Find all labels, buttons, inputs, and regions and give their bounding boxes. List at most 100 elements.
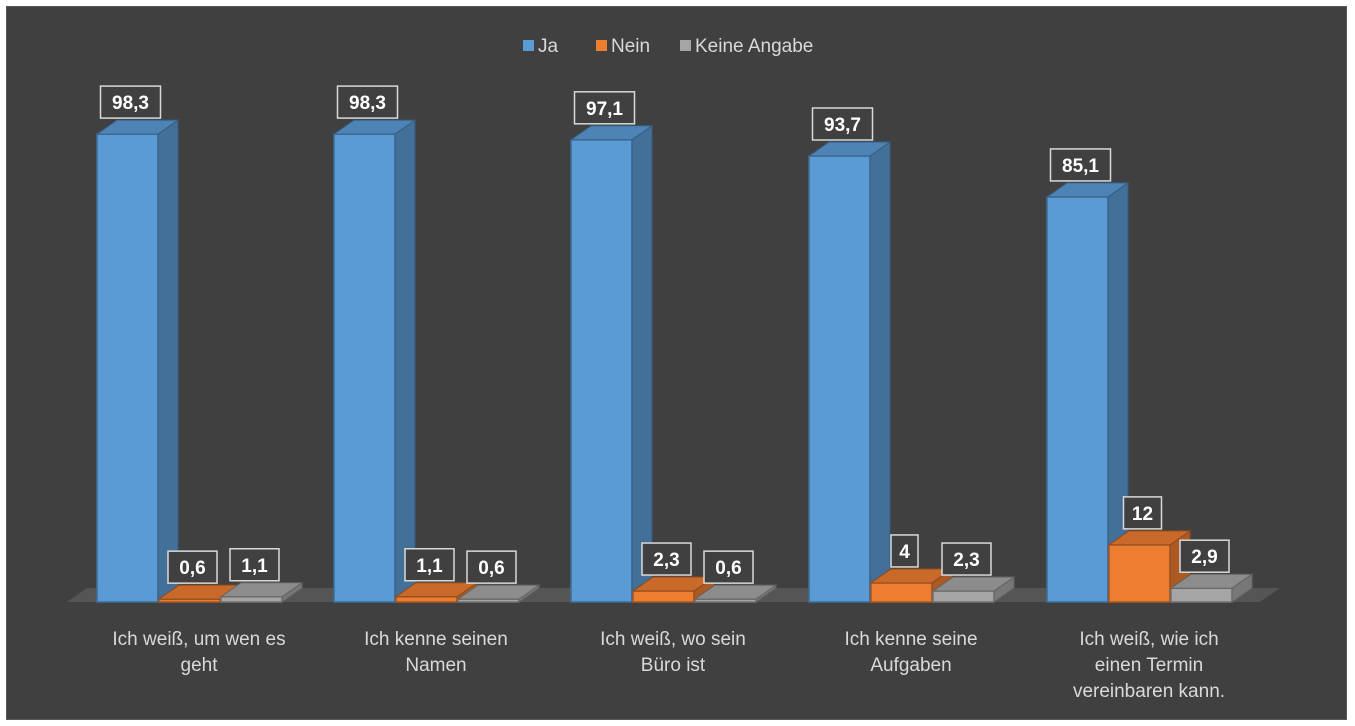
- category-label-0-line-1: geht: [181, 655, 219, 676]
- value-label-box: [641, 542, 692, 576]
- bar-front: [1046, 196, 1109, 603]
- bar-keine-angabe-3: [931, 576, 1016, 603]
- bar-top: [1045, 182, 1130, 198]
- bar-front: [808, 155, 871, 603]
- bar-ja-1: [332, 119, 417, 603]
- value-label-box: [466, 550, 517, 584]
- legend-label-2: Keine Angabe: [695, 36, 813, 57]
- bar-side: [394, 119, 416, 603]
- value-label-1-1: 1,1: [404, 548, 455, 582]
- category-label-4-line-0: Ich weiß, wie ich: [1079, 629, 1218, 650]
- bar-front: [395, 596, 458, 603]
- value-label-text: 98,3: [349, 93, 386, 114]
- bar-front: [96, 133, 159, 603]
- value-label-1-3: 4: [890, 534, 919, 568]
- bar-front: [570, 139, 633, 603]
- bar-top: [693, 584, 778, 600]
- value-label-text: 93,7: [824, 115, 861, 136]
- category-label-1-line-0: Ich kenne seinen: [364, 629, 508, 650]
- value-label-text: 97,1: [586, 99, 623, 120]
- bar-front: [1170, 587, 1233, 603]
- bar-top: [219, 582, 304, 598]
- category-label-3-line-0: Ich kenne seine: [844, 629, 977, 650]
- bar-keine-angabe-0: [219, 581, 304, 603]
- bar-top: [456, 584, 541, 600]
- bar-ja-2: [569, 124, 654, 603]
- bar-front: [333, 133, 396, 603]
- value-label-box: [703, 550, 754, 584]
- bar-top: [95, 119, 180, 135]
- chart-frame: Ja Nein Keine Angabe 98,3 0,6 1,1 98,3 1,1 0,6 9…: [6, 6, 1347, 720]
- value-label-box: [1122, 496, 1163, 530]
- category-label-1-line-1: Namen: [405, 655, 466, 676]
- value-label-text: 12: [1132, 504, 1153, 525]
- value-label-box: [1179, 539, 1230, 573]
- value-label-text: 1,1: [416, 556, 443, 577]
- legend-label-1: Nein: [611, 36, 650, 57]
- bar-side: [631, 124, 653, 603]
- bar-keine-angabe-4: [1169, 573, 1254, 603]
- category-label-4-line-2: vereinbaren kann.: [1073, 681, 1225, 702]
- legend-swatch-1: [596, 40, 607, 51]
- value-label-text: 0,6: [179, 558, 205, 579]
- value-label-text: 85,1: [1062, 156, 1099, 177]
- bar-ja-0: [95, 119, 180, 603]
- bar-top: [1107, 530, 1192, 546]
- category-labels-group: Ich weiß, um wen es geht Ich kenne seinen N…: [112, 629, 1225, 702]
- legend-swatch-2: [680, 40, 691, 51]
- value-label-text: 1,1: [241, 556, 268, 577]
- value-label-box: [811, 107, 874, 141]
- bar-front: [632, 590, 695, 603]
- bar-front: [870, 582, 933, 603]
- bars-group: [95, 119, 1254, 603]
- category-label-3-line-1: Aufgaben: [870, 655, 951, 676]
- value-label-box: [229, 548, 280, 582]
- value-label-box: [941, 542, 992, 576]
- value-label-text: 98,3: [112, 93, 149, 114]
- bar-top: [807, 141, 892, 157]
- bar-side: [157, 119, 179, 603]
- value-label-box: [404, 548, 455, 582]
- value-label-text: 0,6: [478, 558, 504, 579]
- bar-top: [332, 119, 417, 135]
- value-label-1-4: 12: [1122, 496, 1163, 530]
- value-labels-group: 98,3 0,6 1,1 98,3 1,1 0,6 97,1 2,3 0,6 93,7 4 2,3 85…: [99, 85, 1230, 584]
- value-label-text: 2,3: [653, 550, 679, 571]
- value-label-text: 2,9: [1191, 547, 1217, 568]
- category-label-2-line-1: Büro ist: [641, 655, 706, 676]
- category-label-0-line-0: Ich weiß, um wen es: [112, 629, 285, 650]
- value-label-2-3: 2,3: [941, 542, 992, 576]
- category-label-4-line-1: einen Termin: [1095, 655, 1203, 676]
- value-label-text: 0,6: [715, 558, 741, 579]
- bar-ja-4: [1045, 181, 1130, 603]
- value-label-box: [167, 550, 218, 584]
- legend-swatch-0: [523, 40, 534, 51]
- bar-side: [869, 141, 891, 603]
- bar-front: [1108, 544, 1171, 603]
- chart-svg: Ja Nein Keine Angabe 98,30,6 1,198,31,1 0,69…: [67, 36, 1280, 702]
- value-label-2-4: 2,9: [1179, 539, 1230, 573]
- bar-keine-angabe-2: [693, 584, 778, 603]
- value-label-box: [890, 534, 919, 568]
- bar-nein-4: [1107, 529, 1192, 603]
- value-label-2-0: 1,1: [229, 548, 280, 582]
- bar-top: [1169, 573, 1254, 589]
- category-label-2-line-0: Ich weiß, wo sein: [600, 629, 746, 650]
- value-label-0-1: 98,3: [336, 85, 399, 119]
- value-label-1-2: 2,3: [641, 542, 692, 576]
- value-label-0-2: 97,1: [573, 91, 636, 125]
- value-label-0-4: 85,1: [1049, 148, 1112, 182]
- bar-ja-3: [807, 141, 892, 603]
- value-label-box: [1049, 148, 1112, 182]
- value-label-1-0: 0,6: [167, 550, 218, 584]
- legend-label-0: Ja: [538, 36, 559, 57]
- bar-keine-angabe-1: [456, 584, 541, 603]
- legend: Ja Nein Keine Angabe: [523, 36, 813, 57]
- value-label-box: [336, 85, 399, 119]
- bar-top: [931, 576, 1016, 592]
- value-label-0-3: 93,7: [811, 107, 874, 141]
- bar-top: [569, 125, 654, 141]
- value-label-box: [573, 91, 636, 125]
- value-label-2-1: 0,6: [466, 550, 517, 584]
- bar-front: [220, 596, 283, 603]
